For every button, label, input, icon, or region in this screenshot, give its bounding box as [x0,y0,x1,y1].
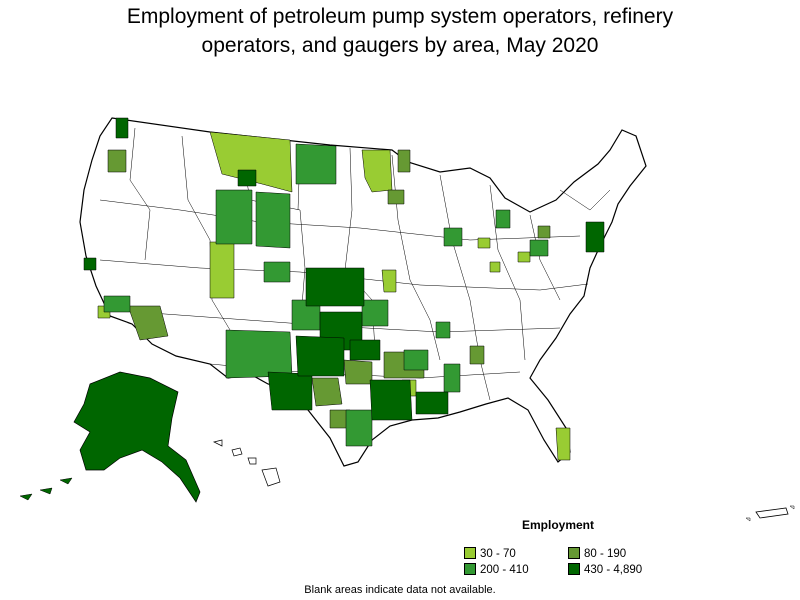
area-north-dakota-east [361,149,393,193]
area-ohio-1 [517,251,531,263]
employment-430-4890-areas [83,117,605,421]
area-california-central [103,295,131,313]
hawaii-islands [212,439,281,487]
area-oklahoma-east [361,299,389,327]
pr-islands [745,505,795,522]
area-colorado [263,261,291,283]
area-montana [209,131,293,193]
area-louisiana-central [349,339,381,361]
area-louisiana-south [415,391,449,415]
legend-swatch-430-4890 [568,563,580,575]
legend-label-30-70: 30 - 70 [480,548,516,560]
alaska-area [73,371,201,503]
area-washington [115,117,129,139]
employment-80-190-areas [107,149,551,429]
area-washington-west [107,149,127,173]
area-michigan-north [495,209,511,229]
legend-label-200-410: 200 - 410 [480,564,529,576]
area-minnesota [397,149,411,173]
area-wyoming-west [215,189,253,245]
area-indiana [489,261,501,273]
area-texas-permian [267,371,313,411]
legend-label-80-190: 80 - 190 [584,548,627,560]
area-california-la [127,305,169,341]
area-montana-east [237,169,257,187]
alaska-islands [19,477,73,501]
area-utah [209,241,235,299]
area-wyoming-east [255,191,291,249]
area-michigan-2 [443,227,463,247]
employment-200-410-areas [103,143,549,447]
legend-item-200-410: 200 - 410 [464,563,529,577]
area-texas-central [343,359,373,385]
legend-item-80-190: 80 - 190 [568,547,626,561]
legend-item-430-4890: 430 - 4,890 [568,563,642,577]
legend-swatch-30-70 [464,547,476,559]
area-texas-east [369,379,413,421]
title-line-1: Employment of petroleum pump system oper… [126,5,674,28]
legend-title: Employment [522,518,595,532]
title-line-2: operators, and gaugers by area, May 2020 [201,34,599,57]
area-texas-west [311,377,343,407]
footnote: Blank areas indicate data not available. [304,584,496,596]
area-california-bay [83,257,97,271]
area-wisconsin [387,189,405,205]
area-new-jersey [585,221,605,253]
puerto-rico [755,507,789,519]
area-mississippi [469,345,485,365]
area-illinois [381,269,397,293]
legend-swatch-200-410 [464,563,476,575]
area-michigan [477,237,491,249]
legend-label-430-4890: 430 - 4,890 [584,564,643,576]
area-kansas [305,267,365,307]
legend-item-30-70: 30 - 70 [464,547,516,561]
area-mississippi-south [443,363,461,393]
area-ohio-2 [537,225,551,239]
area-ohio-3 [529,239,549,257]
map-title: Employment of petroleum pump system oper… [0,2,800,60]
area-texas-north [295,335,345,377]
area-new-mexico [225,329,293,379]
area-north-dakota [295,143,337,185]
area-florida [555,427,571,461]
employment-30-70-areas [97,131,571,461]
legend-swatch-80-190 [568,547,580,559]
area-texas-gulf [345,409,373,447]
area-arkansas [403,349,429,371]
area-tennessee [435,321,451,339]
